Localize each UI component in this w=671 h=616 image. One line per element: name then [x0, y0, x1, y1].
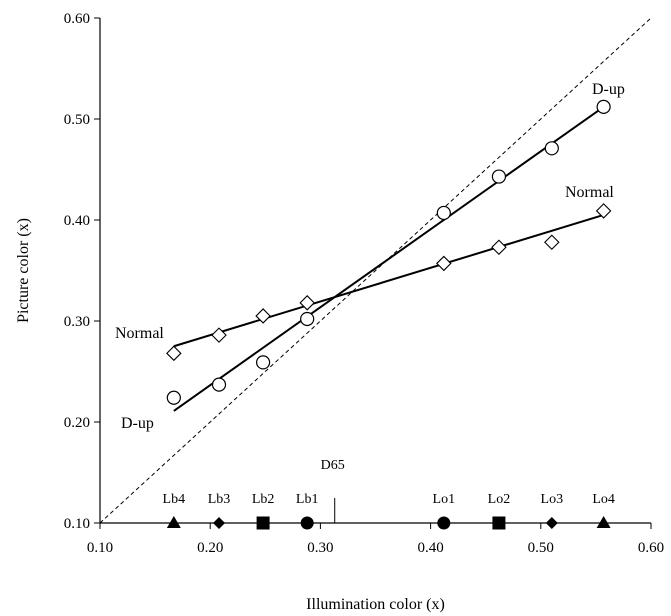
data-points [166, 99, 612, 530]
illuminant-lb3-label: Lb3 [208, 492, 231, 507]
y-axis-title: Picture color (x) [15, 218, 32, 323]
point-normal [436, 255, 452, 272]
axis-ticks: 0.10 0.20 0.30 0.40 0.50 0.60 0.10 0.20 0.30 0.40… [64, 11, 664, 556]
plot-axes [99, 18, 651, 524]
label-normal-upper: Normal [565, 184, 614, 201]
x-tick-label: 0.50 [528, 540, 554, 556]
point-normal [255, 308, 271, 324]
label-normal-lower: Normal [115, 325, 164, 342]
label-d-up-upper: D-up [592, 81, 625, 98]
illuminant-lo3-label: Lo3 [541, 492, 564, 507]
x-axis-title: Illumination color (x) [306, 596, 445, 613]
point-d-up [491, 169, 507, 184]
illuminant-lb4-label: Lb4 [163, 492, 186, 507]
fit-line-normal [173, 213, 604, 348]
point-normal [491, 239, 507, 256]
illuminant-lb1-label: Lb1 [296, 492, 319, 507]
illuminant-lo1-label: Lo1 [433, 492, 456, 507]
x-tick-label: 0.10 [87, 540, 113, 556]
point-d-up [596, 99, 611, 114]
y-tick-label: 0.40 [64, 213, 90, 229]
illuminant-lo4-marker [596, 516, 611, 528]
point-normal [544, 234, 560, 250]
point-normal [595, 203, 612, 219]
x-tick-label: 0.20 [197, 540, 223, 556]
y-tick-label: 0.30 [64, 314, 90, 330]
illuminant-lo2-marker [492, 516, 506, 530]
illuminant-lo3-marker [545, 517, 558, 529]
x-tick-label: 0.30 [307, 540, 333, 556]
point-d-up [211, 377, 227, 392]
y-tick-label: 0.10 [64, 516, 90, 532]
point-d-up [166, 390, 181, 405]
label-d-up-lower: D-up [121, 415, 154, 432]
plot-lines [99, 17, 652, 524]
illuminant-lb2-marker [256, 516, 270, 530]
point-d-up [255, 355, 271, 370]
illuminant-lb1-marker [300, 516, 314, 530]
y-tick-label: 0.50 [64, 112, 90, 128]
point-d-up [300, 311, 315, 327]
point-normal [166, 345, 182, 362]
x-tick-label: 0.40 [417, 540, 443, 556]
chart-labels: Illumination color (x) Picture color (x) D… [15, 81, 625, 613]
y-tick-label: 0.20 [64, 415, 90, 431]
point-normal [299, 295, 315, 311]
identity-reference-line [99, 17, 652, 524]
illuminant-lo2-label: Lo2 [488, 492, 511, 507]
point-d-up [544, 141, 559, 156]
x-tick-label: 0.60 [638, 540, 664, 556]
y-tick-label: 0.60 [64, 11, 90, 27]
illuminant-lb2-label: Lb2 [252, 492, 275, 507]
illuminant-lo1-marker [437, 516, 451, 530]
point-d-up [436, 205, 451, 221]
label-d65: D65 [321, 458, 345, 473]
illuminant-lb4-marker [166, 516, 181, 528]
illuminant-lb3-marker [213, 517, 226, 529]
illuminant-lo4-label: Lo4 [592, 492, 615, 507]
point-normal [211, 327, 227, 343]
fit-line-d-up [173, 106, 605, 412]
